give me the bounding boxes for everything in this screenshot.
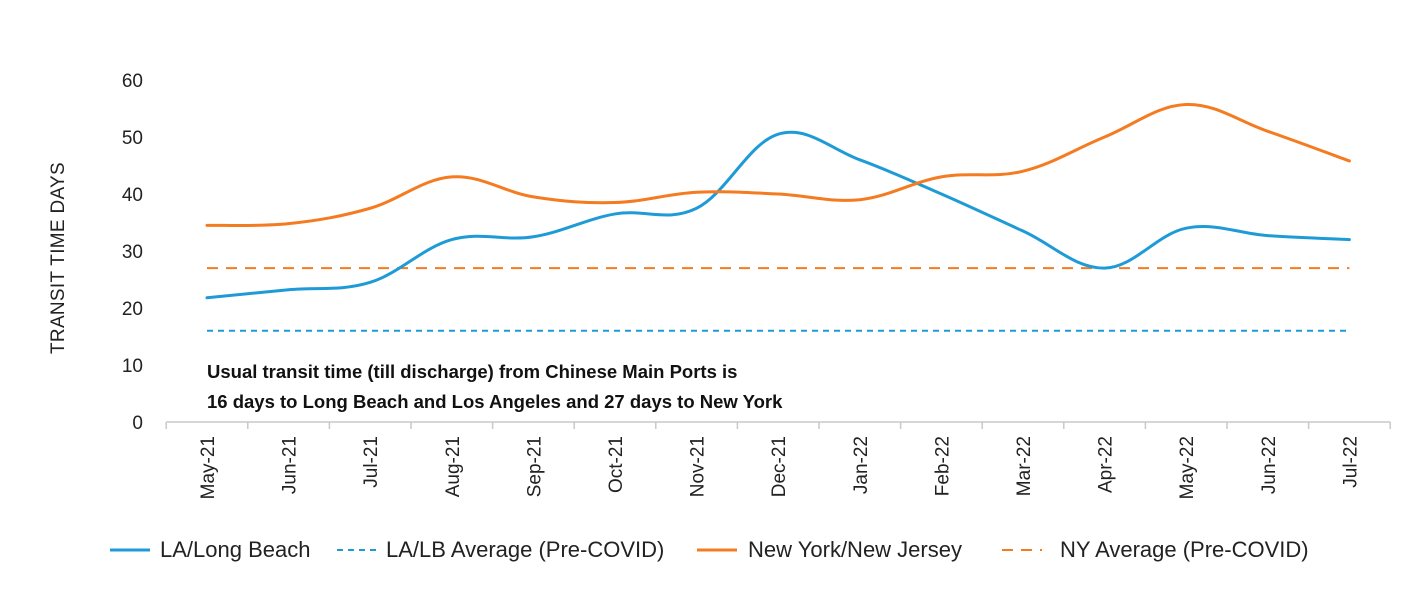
series-line-la-long-beach xyxy=(205,130,1351,300)
y-tick-label: 30 xyxy=(122,242,143,263)
x-tick-label: Jan-22 xyxy=(851,436,872,494)
legend-label: New York/New Jersey xyxy=(748,537,962,562)
legend-label: LA/LB Average (Pre-COVID) xyxy=(386,537,664,562)
x-tick-labels: May-21 Jun-21 Jul-21 Aug-21 Sep-21 Oct-21 Nov-… xyxy=(198,436,1361,499)
x-tick-label: Nov-21 xyxy=(688,436,709,497)
annotation-line-2: 16 days to Long Beach and Los Angeles an… xyxy=(207,391,783,412)
y-tick-label: 0 xyxy=(132,413,143,434)
y-axis-title-group: TRANSIT TIME DAYS xyxy=(48,162,69,354)
annotation-line-1: Usual transit time (till discharge) from… xyxy=(207,361,737,382)
x-axis xyxy=(165,421,1391,429)
y-tick-label: 10 xyxy=(122,356,143,377)
x-tick-label: Jul-22 xyxy=(1340,436,1361,488)
legend-label: NY Average (Pre-COVID) xyxy=(1060,537,1309,562)
legend-label: LA/Long Beach xyxy=(160,537,310,562)
x-tick-label: Jun-22 xyxy=(1259,436,1280,494)
y-tick-label: 60 xyxy=(122,71,143,92)
x-tick-label: Jun-21 xyxy=(280,436,301,494)
x-tick-label: May-22 xyxy=(1177,436,1198,499)
annotation-box: Usual transit time (till discharge) from… xyxy=(207,361,783,412)
series-lines xyxy=(205,103,1351,332)
y-tick-labels: 0 10 20 30 40 50 60 xyxy=(122,71,143,434)
x-tick-label: Oct-21 xyxy=(606,436,627,493)
x-tick-label: May-21 xyxy=(198,436,219,499)
x-tick-label: Feb-22 xyxy=(932,436,953,496)
y-tick-label: 20 xyxy=(122,299,143,320)
y-tick-label: 50 xyxy=(122,128,143,149)
y-tick-label: 40 xyxy=(122,185,143,206)
x-tick-label: Jul-21 xyxy=(361,436,382,488)
x-tick-label: Apr-22 xyxy=(1096,436,1117,493)
y-axis-title: TRANSIT TIME DAYS xyxy=(48,162,69,354)
x-tick-label: Mar-22 xyxy=(1014,436,1035,496)
x-tick-label: Sep-21 xyxy=(524,436,545,497)
x-tick-label: Dec-21 xyxy=(769,436,790,497)
series-line-new-york-new-jersey xyxy=(205,103,1351,228)
legend: LA/Long Beach LA/LB Average (Pre-COVID) Ne… xyxy=(110,537,1309,562)
x-tick-label: Aug-21 xyxy=(443,436,464,497)
